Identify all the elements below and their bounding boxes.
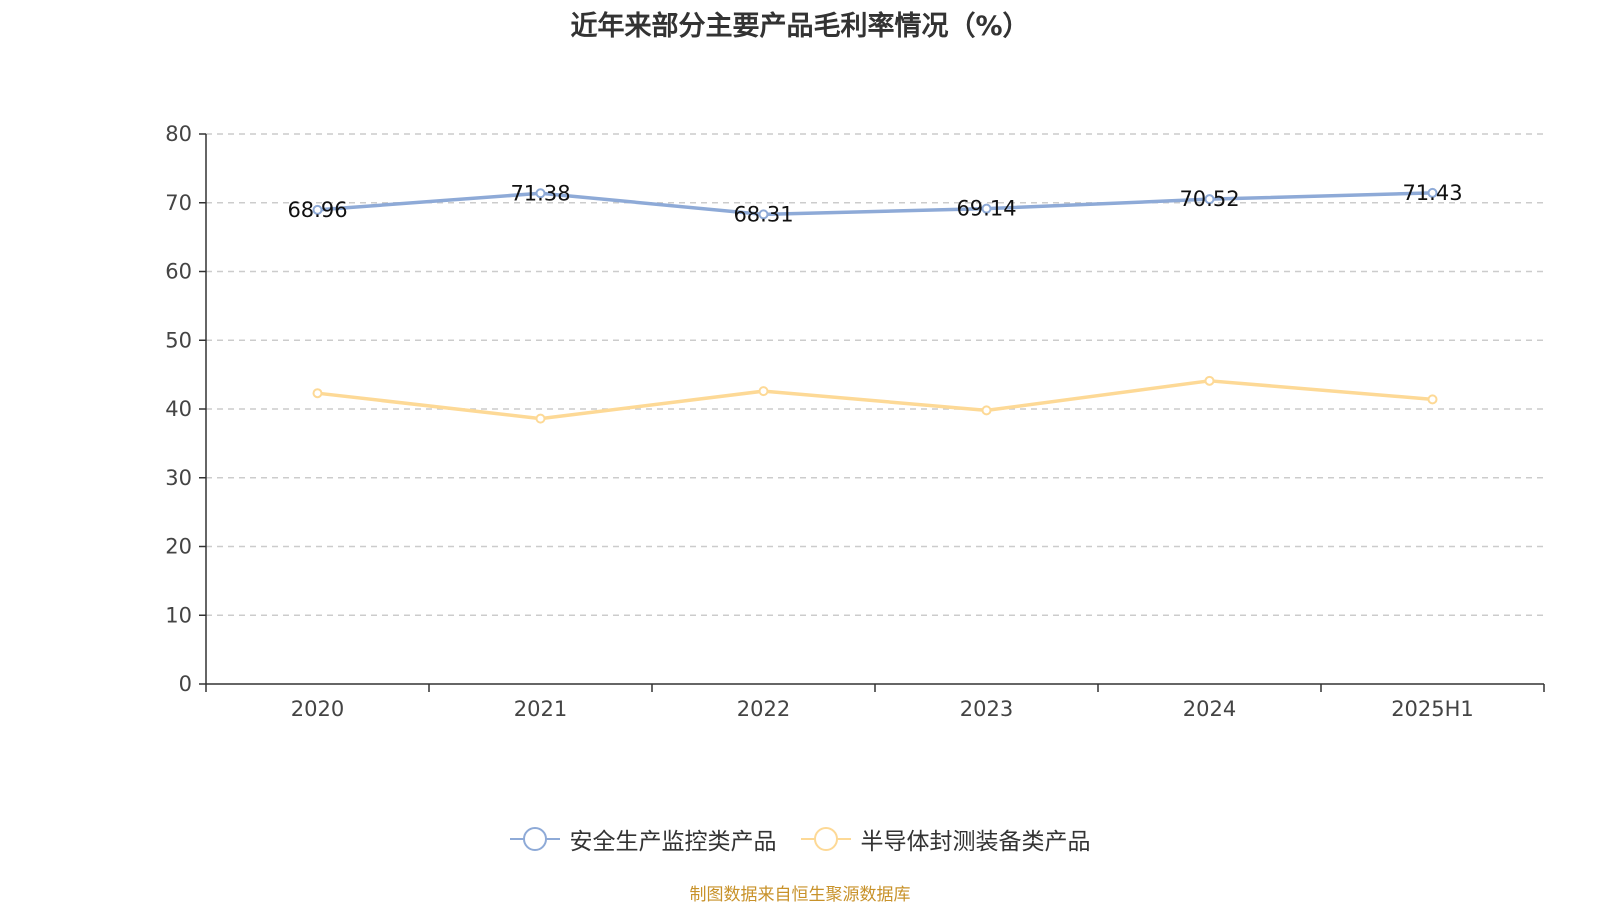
data-point [1204,194,1215,205]
data-label: 70.52 [1179,187,1239,211]
series-line-1 [317,379,1433,421]
y-tick-label: 40 [165,397,192,421]
grid-lines [206,133,1544,616]
data-point [758,209,769,220]
chart-title: 近年来部分主要产品毛利率情况（%） [570,11,1030,42]
legend-marker-icon [800,826,851,852]
data-label: 71.43 [1402,181,1462,205]
x-tick-label: 2021 [514,697,567,721]
y-tick-label: 80 [165,122,192,146]
y-tick-label: 10 [165,603,192,627]
series-lines [312,187,1438,424]
data-point [758,386,769,397]
data-label: 71.38 [510,181,570,205]
x-tick-label: 2024 [1183,697,1236,721]
y-tick-label: 70 [165,191,192,215]
legend: 安全生产监控类产品 半导体封测装备类产品 [0,822,1600,856]
y-tick-label: 60 [165,260,192,284]
data-label: 69.14 [956,197,1016,221]
axes: 0 10 20 30 40 50 60 70 80 2020 2021 2022 2023 2024 202… [165,122,1545,721]
legend-item-1[interactable]: 半导体封测装备类产品 [800,822,1091,856]
data-point [981,203,992,214]
data-point [1427,394,1438,405]
series-line-0 [317,191,1433,217]
data-label: 68.31 [733,202,793,226]
data-point [981,405,992,416]
source-note: 制图数据来自恒生聚源数据库 [689,885,911,905]
data-point [535,188,546,199]
data-point [535,413,546,424]
legend-label: 安全生产监控类产品 [569,829,777,855]
x-tick-label: 2020 [291,697,344,721]
data-point [1427,187,1438,198]
y-tick-label: 20 [165,535,192,559]
y-tick-label: 30 [165,466,192,490]
data-labels: 68.96 71.38 68.31 69.14 70.52 71.43 [287,181,1462,226]
legend-label: 半导体封测装备类产品 [860,829,1091,855]
data-point [1204,375,1215,386]
legend-item-0[interactable]: 安全生产监控类产品 [509,822,777,856]
data-label: 68.96 [287,198,347,222]
y-tick-label: 0 [179,672,192,696]
x-tick-label: 2025H1 [1391,697,1474,721]
y-tick-label: 50 [165,328,192,352]
data-point [312,388,323,399]
legend-marker-icon [509,826,560,852]
x-tick-label: 2023 [960,697,1013,721]
data-point [312,204,323,215]
x-tick-label: 2022 [737,697,790,721]
line-chart: 0 10 20 30 40 50 60 70 80 2020 2021 2022 2023 2024 202… [165,122,1545,721]
